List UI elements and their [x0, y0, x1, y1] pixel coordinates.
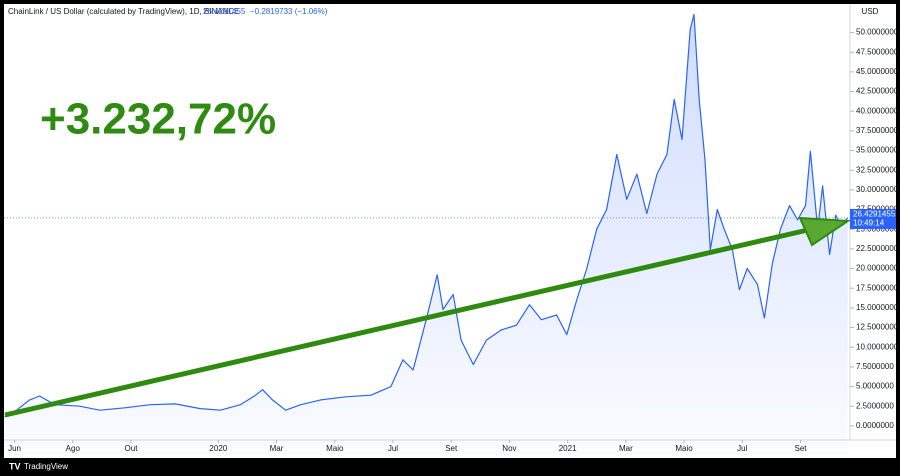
- y-tick-label: 35.0000000: [856, 146, 899, 155]
- y-tick-label: 0.0000000: [856, 421, 894, 430]
- y-tick-label: 40.0000000: [856, 106, 899, 115]
- header-change: −0.2819733 (−1.06%): [250, 7, 328, 16]
- time-label: 10:49:14: [853, 219, 885, 228]
- y-tick-label: 20.0000000: [856, 264, 899, 273]
- y-tick-label: 32.5000000: [856, 165, 899, 174]
- x-tick-label: Mar: [619, 444, 633, 453]
- x-tick-label: Jul: [388, 444, 398, 453]
- y-tick-label: 45.0000000: [856, 67, 899, 76]
- y-unit: USD: [862, 7, 879, 16]
- x-tick-label: Maio: [326, 444, 344, 453]
- x-tick-label: Jul: [737, 444, 747, 453]
- footer: [4, 458, 896, 476]
- logo: TV: [9, 461, 21, 471]
- price-label-box: [850, 208, 896, 229]
- y-tick-label: 50.0000000: [856, 28, 899, 37]
- x-tick-label: 2020: [209, 444, 227, 453]
- header-price: 26.4291455: [203, 7, 246, 16]
- x-tick-label: Set: [795, 444, 808, 453]
- y-tick-label: 42.5000000: [856, 87, 899, 96]
- chart-title: ChainLink / US Dollar (calculated by Tra…: [8, 7, 240, 16]
- annotation: +3.232,72%: [40, 95, 276, 144]
- x-tick-label: Jun: [8, 444, 21, 453]
- y-tick-label: 30.0000000: [856, 185, 899, 194]
- area: [4, 14, 848, 456]
- x-tick-label: 2021: [559, 444, 577, 453]
- y-tick-label: 47.5000000: [856, 47, 899, 56]
- plot-area: [4, 13, 850, 456]
- x-tick-label: Mar: [270, 444, 284, 453]
- x-tick-label: Out: [125, 444, 139, 453]
- y-tick-label: 12.5000000: [856, 323, 899, 332]
- price-line: [4, 13, 849, 418]
- y-tick-label: 2.5000000: [856, 401, 894, 410]
- y-tick-label: 37.5000000: [856, 126, 899, 135]
- x-tick-label: Maio: [675, 444, 693, 453]
- trend-arrow: [4, 226, 813, 418]
- price-label: 26.4291455: [853, 210, 896, 219]
- arrow-head: [798, 216, 852, 247]
- y-tick-label: 7.5000000: [856, 362, 894, 371]
- y-tick-label: 15.0000000: [856, 303, 899, 312]
- y-tick-label: 22.5000000: [856, 244, 899, 253]
- x-tick-label: Nov: [502, 444, 516, 453]
- y-tick-label: 10.0000000: [856, 342, 899, 351]
- x-tick-label: Ago: [66, 444, 81, 453]
- y-tick-label: 5.0000000: [856, 382, 894, 391]
- x-tick-label: Set: [445, 444, 458, 453]
- y-tick-label: 17.5000000: [856, 283, 899, 292]
- brand: TradingView: [24, 462, 68, 471]
